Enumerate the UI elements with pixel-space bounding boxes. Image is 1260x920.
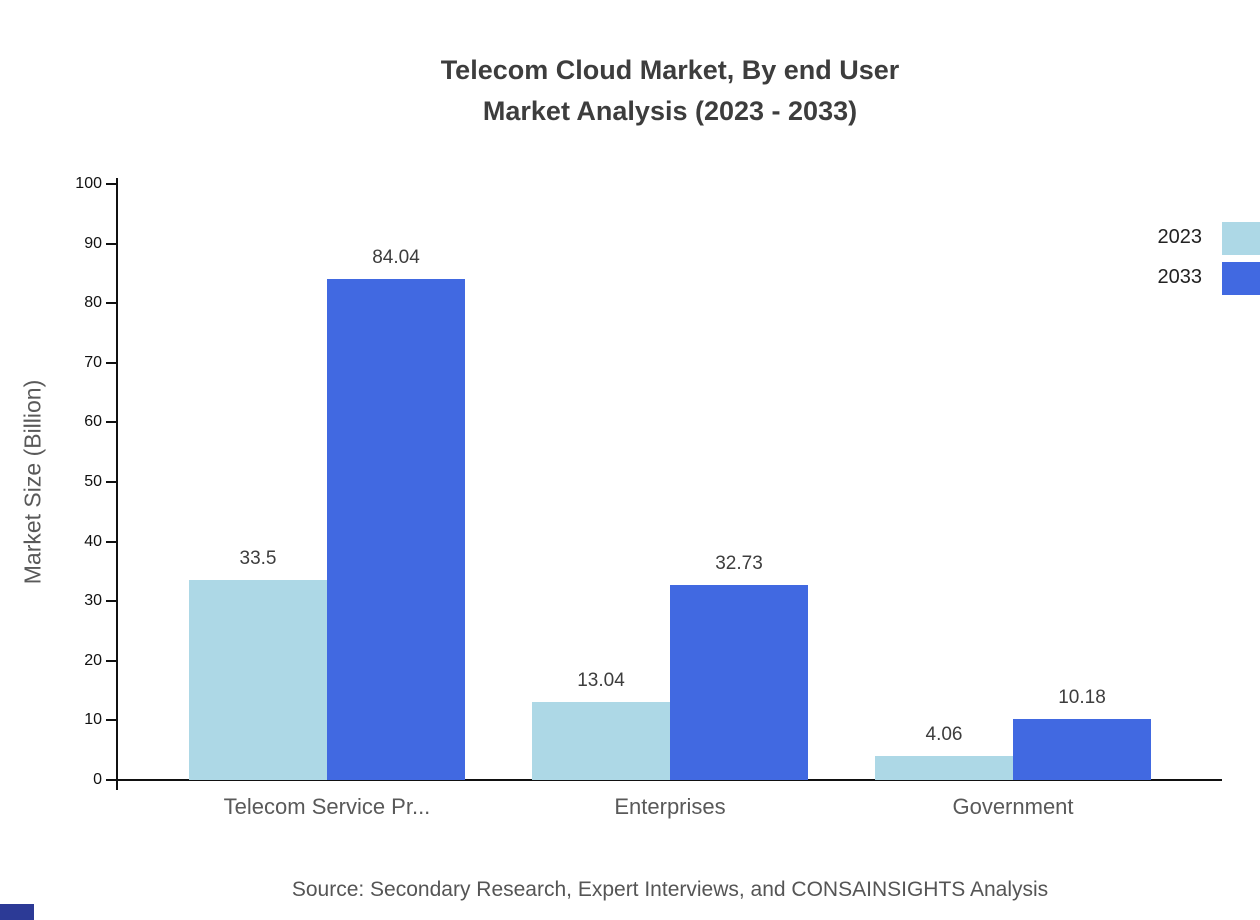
legend-swatch-2033 xyxy=(1222,262,1260,295)
y-tick xyxy=(106,481,116,483)
bar-2023-2 xyxy=(875,755,1013,780)
bar-value-label: 84.04 xyxy=(372,247,420,269)
y-tick-label: 90 xyxy=(84,234,102,252)
y-tick-label: 80 xyxy=(84,294,102,312)
chart-title: Telecom Cloud Market, By end User Market… xyxy=(80,50,1260,132)
y-tick-label: 20 xyxy=(84,651,102,669)
legend-swatch-2023 xyxy=(1222,222,1260,255)
x-axis xyxy=(116,779,1222,781)
bar-2023-1 xyxy=(532,702,670,780)
y-tick xyxy=(106,183,116,185)
y-tick xyxy=(106,719,116,722)
chart-title-line1: Telecom Cloud Market, By end User xyxy=(440,55,900,85)
bar-2033-2 xyxy=(1013,719,1151,780)
bar-2023-0 xyxy=(189,580,327,780)
bar-2033-0 xyxy=(327,279,465,780)
bar-value-label: 4.06 xyxy=(925,723,963,745)
bar-value-label: 33.5 xyxy=(239,548,277,570)
y-tick xyxy=(106,659,116,662)
legend-label-2033: 2033 xyxy=(1157,266,1203,288)
y-tick-label: 50 xyxy=(84,473,102,490)
watermark-corner xyxy=(0,904,34,920)
bar-value-label: 13.04 xyxy=(577,670,625,692)
y-tick xyxy=(106,540,116,543)
y-tick xyxy=(106,302,116,305)
category-label: Government xyxy=(952,794,1074,819)
y-tick-label: 40 xyxy=(84,532,102,550)
y-tick xyxy=(106,421,116,424)
category-label: Telecom Service Pr... xyxy=(223,794,431,819)
y-axis xyxy=(116,178,118,790)
y-tick xyxy=(106,779,116,781)
y-tick-label: 0 xyxy=(93,771,102,788)
source-note: Source: Secondary Research, Expert Inter… xyxy=(291,878,1049,901)
category-label: Enterprises xyxy=(614,794,726,819)
y-tick-label: 10 xyxy=(84,711,102,729)
bar-value-label: 32.73 xyxy=(715,552,763,574)
y-tick-label: 60 xyxy=(84,413,102,431)
legend-label-2023: 2023 xyxy=(1157,226,1203,248)
chart-title-line2: Market Analysis (2023 - 2033) xyxy=(482,96,858,126)
y-tick xyxy=(106,242,116,245)
y-tick xyxy=(106,361,116,364)
y-tick-label: 70 xyxy=(84,353,102,371)
bar-value-label: 10.18 xyxy=(1058,687,1106,709)
bar-2033-1 xyxy=(670,584,808,780)
y-tick-label: 100 xyxy=(75,175,102,192)
y-tick-label: 30 xyxy=(84,592,102,610)
y-tick xyxy=(106,600,116,603)
